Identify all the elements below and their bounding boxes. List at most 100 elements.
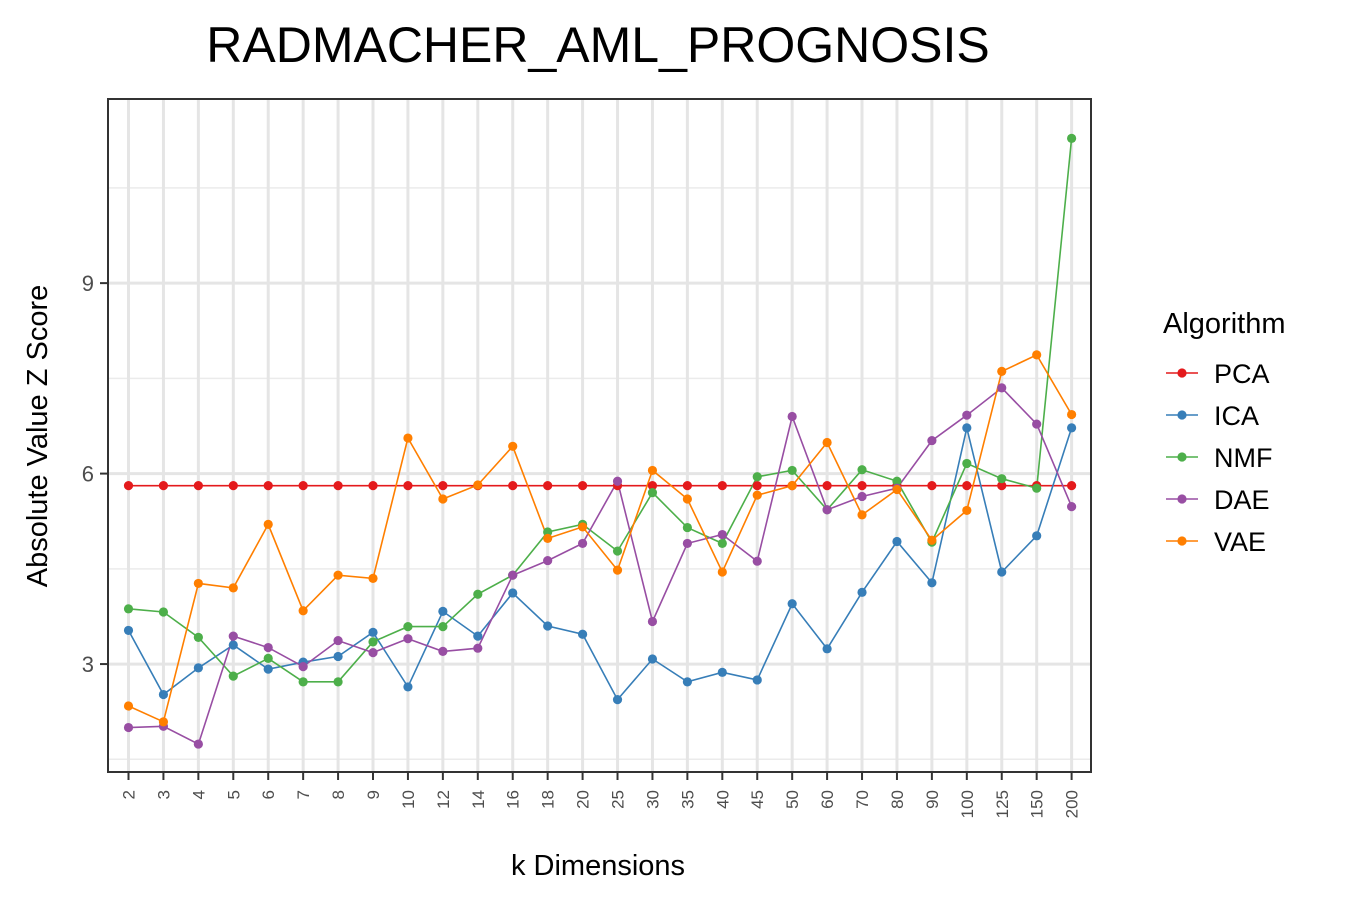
- y-axis-label: Absolute Value Z Score: [22, 285, 54, 588]
- x-tick-label: 2: [120, 790, 139, 799]
- x-tick-label: 16: [504, 790, 523, 809]
- x-tick-label: 6: [259, 790, 278, 799]
- data-point-vae: [927, 535, 937, 545]
- data-point-nmf: [263, 653, 273, 663]
- legend-label-ica: ICA: [1214, 401, 1259, 431]
- legend-label-nmf: NMF: [1214, 443, 1272, 473]
- data-point-pca: [577, 481, 588, 491]
- data-point-dae: [368, 648, 378, 658]
- data-point-vae: [997, 366, 1007, 376]
- data-point-pca: [927, 481, 937, 491]
- data-point-ica: [577, 629, 588, 639]
- data-point-dae: [403, 634, 413, 644]
- data-point-ica: [368, 627, 378, 637]
- data-point-ica: [822, 644, 832, 654]
- x-tick-label: 12: [434, 790, 453, 809]
- data-point-nmf: [997, 474, 1007, 484]
- data-point-ica: [892, 536, 902, 547]
- data-point-dae: [752, 556, 762, 566]
- data-point-vae: [647, 465, 658, 476]
- data-point-ica: [612, 695, 623, 705]
- data-point-dae: [717, 529, 727, 540]
- data-point-vae: [333, 570, 343, 580]
- data-point-dae: [193, 739, 203, 749]
- x-tick-label: 5: [224, 790, 243, 799]
- data-point-nmf: [333, 677, 343, 687]
- data-point-vae: [508, 441, 518, 451]
- data-point-nmf: [682, 522, 692, 533]
- legend-label-dae: DAE: [1214, 485, 1270, 515]
- data-point-pca: [228, 481, 238, 491]
- data-point-vae: [857, 510, 867, 520]
- data-point-dae: [508, 570, 518, 580]
- data-point-nmf: [752, 472, 762, 482]
- data-point-nmf: [123, 604, 134, 614]
- data-point-vae: [403, 433, 413, 443]
- data-point-dae: [1067, 502, 1077, 512]
- data-point-nmf: [647, 488, 658, 498]
- y-tick-label: 9: [82, 271, 94, 296]
- x-tick-label: 45: [748, 790, 767, 809]
- legend: Algorithm PCA ICA NMF DAE VAE: [1163, 308, 1286, 557]
- data-point-vae: [298, 606, 308, 616]
- data-point-nmf: [1032, 483, 1042, 493]
- data-point-ica: [717, 667, 727, 677]
- data-point-ica: [647, 654, 658, 664]
- data-point-dae: [1032, 419, 1042, 429]
- data-point-pca: [403, 481, 413, 491]
- data-point-ica: [997, 567, 1007, 577]
- data-point-dae: [438, 646, 448, 656]
- x-tick-label: 4: [189, 790, 208, 799]
- data-point-nmf: [193, 632, 203, 643]
- data-point-ica: [962, 423, 972, 433]
- x-tick-label: 9: [364, 790, 383, 799]
- legend-key-point: [1177, 410, 1187, 420]
- data-point-pca: [752, 481, 762, 491]
- legend-label-pca: PCA: [1214, 359, 1270, 389]
- data-point-dae: [927, 435, 937, 446]
- y-tick-label: 6: [82, 462, 94, 487]
- legend-key-point: [1177, 368, 1187, 378]
- data-point-pca: [193, 481, 203, 491]
- data-point-vae: [123, 701, 134, 711]
- data-point-dae: [647, 616, 658, 627]
- data-point-vae: [962, 505, 972, 516]
- x-tick-label: 30: [643, 790, 662, 809]
- data-point-pca: [123, 481, 134, 491]
- data-point-ica: [508, 588, 518, 598]
- y-tick-label: 3: [82, 652, 94, 677]
- data-point-nmf: [892, 476, 902, 486]
- data-point-vae: [892, 484, 902, 495]
- data-point-ica: [752, 675, 762, 685]
- data-point-pca: [997, 481, 1007, 491]
- x-tick-label: 14: [469, 790, 488, 809]
- data-point-dae: [962, 410, 972, 420]
- x-tick-label: 80: [888, 790, 907, 809]
- x-tick-label: 3: [154, 790, 173, 799]
- data-point-pca: [717, 481, 727, 491]
- data-point-pca: [333, 481, 343, 491]
- data-point-vae: [577, 522, 588, 532]
- data-point-vae: [1032, 350, 1042, 360]
- data-point-vae: [263, 519, 273, 529]
- data-point-nmf: [438, 622, 448, 632]
- x-tick-label: 25: [609, 790, 628, 809]
- data-point-ica: [228, 640, 238, 650]
- data-point-pca: [822, 481, 832, 491]
- data-point-dae: [263, 642, 273, 653]
- x-tick-label: 50: [783, 790, 802, 809]
- data-point-vae: [473, 480, 483, 490]
- data-point-ica: [473, 631, 483, 641]
- data-point-vae: [193, 578, 203, 589]
- data-point-pca: [368, 481, 378, 491]
- x-tick-label: 125: [993, 790, 1012, 818]
- x-tick-label: 90: [923, 790, 942, 809]
- data-point-pca: [543, 481, 553, 491]
- data-point-vae: [682, 494, 692, 504]
- series-line-vae: [128, 353, 1073, 723]
- data-point-dae: [473, 643, 483, 653]
- data-point-pca: [962, 481, 972, 491]
- data-point-ica: [158, 689, 169, 700]
- data-point-ica: [682, 677, 692, 687]
